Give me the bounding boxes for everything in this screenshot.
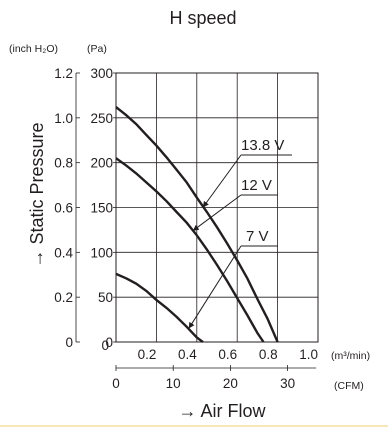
y-units-pa: (Pa) [87, 43, 107, 55]
series-label: 13.8 V [241, 137, 284, 154]
y-inch-tick-label: 0.4 [54, 245, 73, 260]
x-units-cfm: (CFM) [334, 380, 364, 392]
y-inch-tick-label: 0.8 [54, 156, 73, 171]
bottom-rule [0, 425, 388, 427]
y-inch-tick-label: 1.0 [54, 111, 73, 126]
chart-title: H speed [169, 8, 236, 28]
y-axis-label: → Static Pressure [27, 122, 47, 267]
y-pa-tick-label: 50 [98, 290, 113, 305]
x-tick-label-zero: 0 [101, 338, 109, 353]
y-pa-tick-label: 300 [90, 66, 113, 81]
y-pa-tick-label: 150 [90, 201, 113, 216]
series-label: 12 V [241, 177, 272, 194]
cfm-tick-label: 10 [166, 376, 181, 391]
series-leader-line [188, 245, 242, 329]
x-tick-label: 1.0 [299, 347, 318, 362]
series-leader-line [192, 194, 242, 232]
y-inch-tick-label: 0.2 [54, 290, 73, 305]
x-tick-label: 0.2 [138, 347, 157, 362]
cfm-tick-label: 20 [223, 376, 238, 391]
y-pa-tick-label: 0 [105, 335, 113, 350]
y-pa-tick-label: 100 [90, 245, 113, 260]
x-axis-label: → Air Flow [178, 401, 266, 421]
series-line [115, 157, 265, 343]
y-inch-tick-label: 0 [65, 335, 73, 350]
series-label: 7 V [246, 228, 269, 245]
series-leader-line [202, 154, 242, 208]
y-inch-tick-label: 1.2 [54, 66, 73, 81]
y-units-inch: (inch H₂O) [9, 43, 58, 55]
x-units-m3: (m³/min) [331, 350, 370, 362]
y-inch-tick-label: 0.6 [54, 201, 73, 216]
series-line [115, 106, 279, 343]
x-tick-label: 0.4 [178, 347, 197, 362]
y-pa-tick-label: 250 [90, 111, 113, 126]
x-tick-label: 0.6 [218, 347, 237, 362]
cfm-tick-label: 30 [280, 376, 295, 391]
y-pa-tick-label: 200 [90, 156, 113, 171]
cfm-tick-label: 0 [112, 376, 120, 391]
x-tick-label: 0.8 [259, 347, 278, 362]
series-line [115, 272, 204, 343]
